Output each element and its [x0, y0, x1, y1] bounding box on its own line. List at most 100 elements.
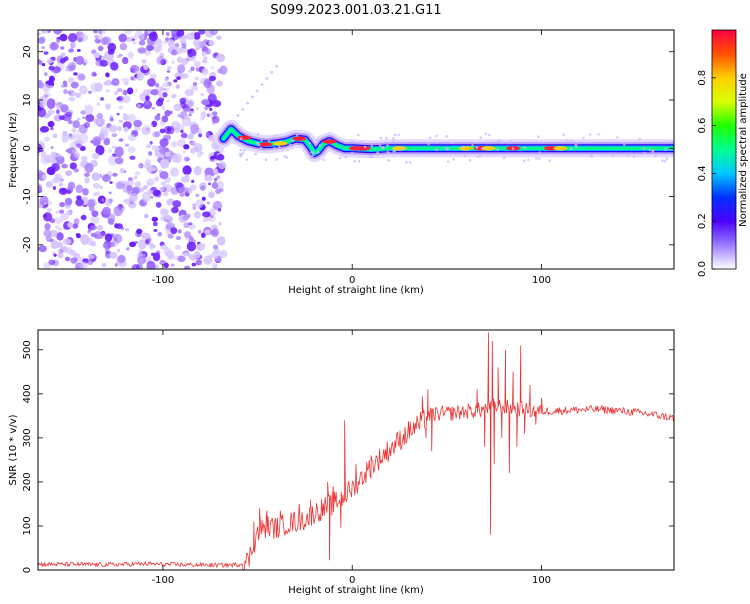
- noise-blob: [201, 51, 207, 57]
- noise-blob: [463, 154, 467, 158]
- noise-blob: [191, 262, 197, 267]
- noise-blob: [209, 215, 214, 218]
- noise-blob: [78, 133, 88, 144]
- noise-blob: [91, 210, 99, 217]
- noise-blob: [95, 145, 105, 156]
- noise-blob: [68, 48, 74, 53]
- noise-blob: [259, 146, 263, 150]
- noise-blob: [476, 155, 480, 158]
- noise-blob: [57, 252, 64, 259]
- noise-blob: [167, 66, 172, 70]
- noise-blob: [275, 64, 278, 68]
- noise-blob: [203, 39, 209, 43]
- noise-blob: [100, 96, 105, 101]
- noise-blob: [166, 69, 171, 73]
- noise-blob: [176, 76, 181, 81]
- noise-blob: [156, 85, 165, 92]
- noise-blob: [450, 141, 454, 145]
- noise-blob: [68, 96, 76, 102]
- noise-blob: [643, 151, 646, 155]
- noise-blob: [632, 155, 636, 158]
- noise-blob: [148, 31, 158, 42]
- noise-blob: [446, 147, 450, 151]
- noise-blob: [105, 89, 110, 93]
- noise-blob: [190, 66, 195, 72]
- noise-blob: [272, 135, 275, 138]
- noise-blob: [137, 239, 147, 250]
- noise-blob: [184, 265, 191, 269]
- noise-blob: [195, 67, 200, 72]
- noise-blob: [338, 156, 342, 160]
- noise-blob: [91, 172, 101, 181]
- noise-blob: [144, 239, 149, 244]
- x-tick-label: -100: [152, 575, 175, 586]
- ridge-peak: [356, 146, 371, 151]
- noise-blob: [68, 120, 73, 124]
- noise-blob: [124, 143, 129, 147]
- noise-blob: [43, 136, 50, 142]
- noise-blob: [195, 47, 200, 51]
- noise-blob: [197, 229, 202, 234]
- figure-title: S099.2023.001.03.21.G11: [270, 3, 441, 18]
- noise-blob: [173, 255, 179, 261]
- noise-blob: [195, 106, 200, 111]
- noise-blob: [63, 88, 68, 95]
- noise-blob: [125, 227, 130, 232]
- noise-blob: [142, 253, 146, 258]
- noise-blob: [215, 162, 220, 166]
- noise-blob: [209, 30, 218, 36]
- noise-blob: [239, 148, 243, 152]
- noise-blob: [379, 136, 383, 140]
- noise-blob: [208, 134, 217, 142]
- noise-blob: [146, 178, 155, 187]
- noise-blob: [131, 186, 140, 195]
- noise-blob: [461, 145, 465, 149]
- noise-blob: [239, 137, 243, 141]
- noise-blob: [183, 115, 189, 120]
- noise-blob: [187, 49, 192, 54]
- noise-blob: [400, 147, 404, 151]
- noise-blob: [214, 172, 218, 176]
- noise-blob: [58, 182, 64, 187]
- noise-blob: [381, 145, 385, 149]
- noise-blob: [398, 141, 401, 144]
- noise-blob: [241, 152, 245, 155]
- noise-blob: [170, 50, 178, 56]
- noise-blob: [109, 241, 115, 247]
- noise-blob: [260, 83, 264, 87]
- noise-blob: [208, 191, 215, 199]
- noise-blob: [90, 215, 100, 225]
- noise-blob: [133, 119, 143, 128]
- noise-blob: [109, 251, 118, 259]
- noise-blob: [174, 244, 182, 250]
- noise-blob: [193, 32, 201, 41]
- noise-blob: [392, 139, 395, 143]
- noise-blob: [114, 262, 118, 267]
- noise-blob: [117, 254, 126, 264]
- noise-blob: [73, 168, 79, 173]
- noise-blob: [386, 144, 389, 147]
- noise-blob: [370, 144, 374, 148]
- noise-blob: [93, 117, 102, 125]
- noise-blob: [239, 153, 243, 157]
- noise-blob: [147, 189, 153, 196]
- noise-blob: [405, 160, 408, 164]
- noise-blob: [108, 191, 112, 195]
- noise-blob: [76, 117, 81, 121]
- noise-blob: [208, 253, 213, 259]
- noise-blob: [43, 262, 51, 269]
- noise-blob: [110, 81, 115, 85]
- noise-blob: [183, 222, 190, 229]
- noise-blob: [204, 106, 209, 111]
- colorbar-gradient: [712, 30, 736, 269]
- noise-blob: [216, 68, 223, 74]
- noise-blob: [104, 233, 113, 242]
- noise-blob: [195, 193, 200, 198]
- noise-blob: [162, 82, 169, 88]
- noise-blob: [198, 30, 206, 35]
- colorbar-label: Normalized spectral amplitude: [738, 73, 749, 227]
- noise-blob: [174, 42, 180, 48]
- noise-blob: [183, 252, 189, 257]
- noise-blob: [195, 199, 204, 209]
- noise-blob: [664, 148, 668, 151]
